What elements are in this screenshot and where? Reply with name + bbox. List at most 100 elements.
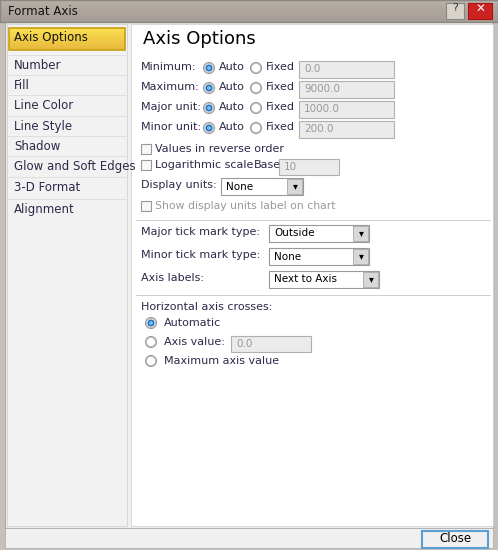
Text: Minimum:: Minimum: — [141, 62, 197, 72]
Bar — [0, 4, 498, 5]
Circle shape — [205, 124, 214, 133]
Bar — [141, 160, 151, 170]
Text: Axis Options: Axis Options — [14, 31, 88, 44]
Bar — [9, 32, 125, 33]
Text: Automatic: Automatic — [164, 318, 221, 328]
Text: 0.0: 0.0 — [236, 339, 252, 349]
Text: Auto: Auto — [219, 62, 245, 72]
Bar — [0, 0, 498, 22]
Circle shape — [207, 126, 211, 130]
Bar — [0, 20, 498, 21]
Bar — [0, 5, 498, 6]
Text: Line Style: Line Style — [14, 120, 72, 133]
Bar — [136, 295, 491, 296]
Circle shape — [145, 317, 156, 328]
Bar — [0, 8, 498, 9]
Text: Fill: Fill — [14, 79, 30, 92]
Bar — [0, 3, 498, 4]
Bar — [9, 46, 125, 47]
Text: Number: Number — [14, 59, 61, 72]
Text: Fixed: Fixed — [266, 62, 295, 72]
Bar — [0, 12, 498, 13]
Text: Auto: Auto — [219, 102, 245, 112]
Text: Line Color: Line Color — [14, 99, 73, 112]
Bar — [0, 17, 498, 18]
Bar — [353, 226, 368, 241]
Bar — [9, 40, 125, 41]
Bar — [269, 248, 369, 265]
Text: Base:: Base: — [254, 160, 285, 170]
Bar — [299, 81, 394, 98]
Bar — [8, 177, 128, 178]
Circle shape — [204, 63, 215, 74]
Circle shape — [205, 103, 214, 113]
Text: 1000.0: 1000.0 — [304, 104, 340, 114]
Bar — [8, 55, 128, 56]
Bar — [0, 11, 498, 12]
Bar — [0, 7, 498, 8]
Text: 10: 10 — [284, 162, 297, 172]
Circle shape — [206, 124, 213, 131]
Text: Maximum:: Maximum: — [141, 82, 200, 92]
Text: None: None — [274, 251, 301, 261]
Bar — [8, 136, 128, 137]
Bar — [9, 48, 125, 49]
Text: ▾: ▾ — [359, 251, 364, 261]
Text: Fixed: Fixed — [266, 122, 295, 132]
Circle shape — [205, 63, 214, 73]
Circle shape — [205, 84, 214, 92]
Bar — [9, 28, 125, 29]
Circle shape — [204, 82, 215, 94]
Text: Auto: Auto — [219, 122, 245, 132]
Circle shape — [147, 320, 154, 327]
Text: Outside: Outside — [274, 228, 315, 239]
Bar — [0, 2, 498, 3]
Bar — [9, 42, 125, 43]
Text: Major unit:: Major unit: — [141, 102, 201, 112]
Circle shape — [207, 106, 211, 110]
Text: Auto: Auto — [219, 82, 245, 92]
Bar — [446, 3, 464, 19]
Circle shape — [250, 63, 261, 74]
Text: 3-D Format: 3-D Format — [14, 181, 80, 194]
Circle shape — [207, 66, 211, 70]
Circle shape — [250, 82, 261, 94]
Text: Format Axis: Format Axis — [8, 5, 78, 18]
Text: 0.0: 0.0 — [304, 64, 320, 74]
Text: Values in reverse order: Values in reverse order — [155, 144, 284, 154]
Text: Close: Close — [439, 532, 471, 546]
Bar — [7, 24, 127, 526]
Bar — [221, 178, 303, 195]
Circle shape — [251, 103, 260, 113]
Circle shape — [145, 337, 156, 348]
Bar — [0, 13, 498, 14]
Text: ?: ? — [452, 3, 458, 13]
Circle shape — [145, 355, 156, 366]
Bar — [5, 528, 493, 548]
Bar — [9, 36, 125, 37]
Text: Minor tick mark type:: Minor tick mark type: — [141, 250, 260, 260]
Circle shape — [251, 84, 260, 92]
Circle shape — [206, 104, 213, 112]
Text: Axis value:: Axis value: — [164, 337, 225, 347]
Bar — [299, 121, 394, 138]
Bar — [9, 45, 125, 46]
Bar — [9, 49, 125, 50]
Circle shape — [250, 102, 261, 113]
Bar — [269, 271, 379, 288]
Text: Horizontal axis crosses:: Horizontal axis crosses: — [141, 302, 272, 312]
Circle shape — [146, 318, 155, 327]
Bar — [9, 38, 125, 39]
Circle shape — [146, 338, 155, 346]
Bar — [9, 37, 125, 38]
Text: 200.0: 200.0 — [304, 124, 334, 135]
Text: Display units:: Display units: — [141, 180, 217, 190]
Bar — [9, 39, 125, 40]
Text: Fixed: Fixed — [266, 82, 295, 92]
Text: Maximum axis value: Maximum axis value — [164, 356, 279, 366]
Circle shape — [204, 123, 215, 134]
Bar — [141, 201, 151, 211]
Bar — [131, 24, 493, 526]
Text: Major tick mark type:: Major tick mark type: — [141, 227, 260, 237]
Bar — [136, 220, 491, 221]
